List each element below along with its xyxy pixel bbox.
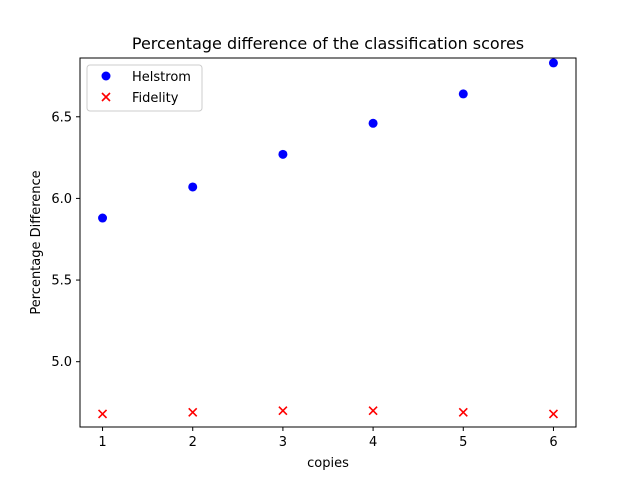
y-axis-ticks: 5.0 5.5 6.0 6.5 (51, 110, 80, 370)
x-tick-label: 5 (459, 435, 467, 450)
data-point-fidelity (548, 409, 559, 419)
x-axis-ticks: 1 2 3 4 5 6 (98, 427, 558, 450)
y-tick-label: 5.5 (51, 274, 72, 289)
legend-marker-helstrom (101, 71, 111, 81)
legend-box (86, 64, 203, 112)
data-point-helstrom (98, 213, 108, 223)
data-point-helstrom (368, 118, 378, 128)
data-point-helstrom (548, 58, 558, 68)
legend-label-fidelity: Fidelity (132, 91, 179, 106)
y-tick-label: 5.0 (51, 355, 72, 370)
data-point-fidelity (188, 407, 198, 417)
x-tick-label: 2 (189, 435, 197, 450)
x-tick-label: 6 (549, 435, 557, 450)
data-series (97, 58, 559, 419)
data-point-helstrom (278, 149, 288, 159)
x-tick-label: 1 (98, 435, 106, 450)
legend-label-helstrom: Helstrom (132, 70, 191, 85)
axes-frame (79, 57, 577, 428)
data-point-helstrom (458, 89, 468, 99)
y-tick-label: 6.0 (51, 192, 72, 207)
legend-entry-helstrom: Helstrom (101, 70, 191, 85)
chart-title: Percentage difference of the classificat… (132, 34, 524, 53)
data-point-fidelity (97, 409, 108, 419)
data-point-fidelity (458, 407, 468, 417)
y-axis-label: Percentage Difference (29, 170, 44, 314)
x-axis-label: copies (307, 456, 349, 471)
legend-entry-fidelity: Fidelity (101, 91, 179, 106)
series-fidelity (97, 406, 559, 419)
x-tick-label: 4 (369, 435, 377, 450)
series-helstrom (98, 58, 558, 223)
legend-marker-fidelity (101, 92, 111, 102)
data-point-fidelity (278, 406, 288, 416)
data-point-helstrom (188, 182, 198, 192)
y-tick-label: 6.5 (51, 110, 72, 125)
legend: Helstrom Fidelity (86, 64, 203, 112)
x-tick-label: 3 (279, 435, 287, 450)
data-point-fidelity (368, 406, 378, 416)
